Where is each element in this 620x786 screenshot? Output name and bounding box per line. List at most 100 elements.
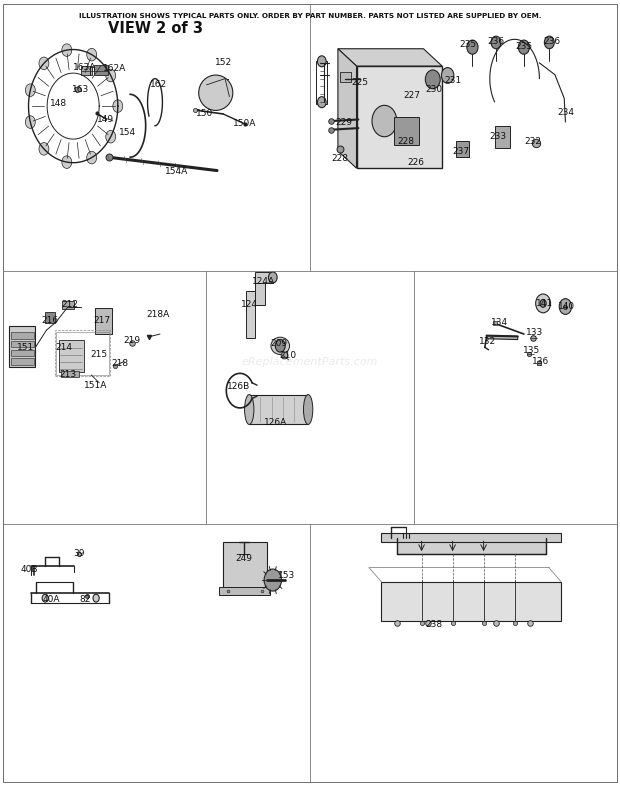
Text: 218A: 218A (146, 310, 170, 319)
Text: 236: 236 (487, 37, 505, 46)
Bar (62, 301, 74, 309)
Circle shape (87, 49, 97, 61)
Ellipse shape (271, 337, 290, 354)
Ellipse shape (198, 75, 233, 110)
Text: 235: 235 (515, 42, 533, 51)
Circle shape (25, 116, 35, 128)
Text: 237: 237 (452, 147, 469, 156)
Circle shape (93, 594, 99, 602)
Text: 210: 210 (280, 351, 297, 360)
Circle shape (467, 40, 478, 54)
Circle shape (264, 569, 281, 591)
Text: 152: 152 (215, 57, 232, 67)
Polygon shape (74, 86, 82, 93)
Circle shape (425, 70, 440, 89)
Circle shape (62, 44, 72, 57)
Circle shape (540, 299, 546, 307)
Text: VIEW 2 of 3: VIEW 2 of 3 (107, 21, 203, 36)
Bar (394, 117, 418, 145)
Circle shape (25, 84, 35, 97)
Bar (45, 312, 55, 323)
Ellipse shape (244, 395, 254, 424)
Text: 162: 162 (149, 80, 167, 90)
Text: 213: 213 (60, 369, 77, 379)
Text: 249: 249 (235, 554, 252, 564)
Bar (219, 587, 270, 595)
Circle shape (491, 36, 501, 49)
Text: 141: 141 (536, 299, 553, 308)
Text: 150A: 150A (233, 119, 257, 128)
Text: 124A: 124A (252, 277, 275, 286)
Circle shape (62, 156, 72, 168)
Bar (246, 291, 255, 338)
Text: 227: 227 (404, 91, 421, 101)
Text: 154A: 154A (165, 167, 188, 176)
Text: 148: 148 (50, 99, 68, 108)
Polygon shape (338, 49, 356, 168)
Circle shape (518, 40, 529, 54)
Text: 40B: 40B (21, 565, 38, 575)
Bar (249, 395, 308, 424)
Bar (95, 308, 112, 334)
Text: 153: 153 (278, 571, 296, 580)
Text: 230: 230 (425, 85, 443, 94)
Text: 216: 216 (41, 316, 58, 325)
Text: 154: 154 (118, 128, 136, 138)
Circle shape (106, 69, 116, 82)
Text: 82: 82 (80, 595, 91, 604)
Text: ILLUSTRATION SHOWS TYPICAL PARTS ONLY. ORDER BY PART NUMBER. PARTS NOT LISTED AR: ILLUSTRATION SHOWS TYPICAL PARTS ONLY. O… (79, 13, 541, 19)
Bar (94, 65, 108, 75)
Text: 134: 134 (490, 318, 508, 327)
Circle shape (544, 36, 554, 49)
Text: 163: 163 (72, 85, 89, 94)
Circle shape (87, 151, 97, 163)
Bar (255, 283, 265, 305)
Text: 212: 212 (61, 299, 78, 309)
Bar (11, 358, 34, 365)
Bar (356, 66, 442, 168)
Bar (255, 272, 273, 283)
Text: 234: 234 (557, 108, 575, 117)
Text: 226: 226 (407, 158, 424, 167)
Text: 217: 217 (94, 316, 111, 325)
Bar (9, 326, 35, 367)
Text: eReplacementParts.com: eReplacementParts.com (242, 357, 378, 366)
Text: 225: 225 (351, 78, 368, 87)
Bar (340, 72, 351, 82)
Text: 150: 150 (196, 109, 213, 119)
Bar (397, 538, 546, 554)
Circle shape (372, 105, 397, 137)
Text: 232: 232 (525, 137, 542, 146)
Text: 219: 219 (123, 336, 141, 345)
Text: 40A: 40A (42, 595, 60, 604)
Text: 151A: 151A (84, 380, 108, 390)
Ellipse shape (304, 395, 312, 424)
Circle shape (268, 272, 277, 283)
Circle shape (39, 142, 49, 155)
Bar (81, 66, 92, 75)
Bar (495, 126, 510, 148)
Bar (56, 332, 108, 375)
Text: 218: 218 (111, 359, 128, 369)
Circle shape (536, 294, 551, 313)
Circle shape (106, 130, 116, 143)
Text: 214: 214 (55, 343, 73, 352)
Circle shape (317, 97, 326, 108)
Text: 228: 228 (397, 137, 415, 146)
Circle shape (39, 57, 49, 70)
Text: 149: 149 (97, 115, 114, 124)
Polygon shape (487, 336, 518, 340)
Bar (59, 340, 84, 372)
Circle shape (113, 100, 123, 112)
Text: 39: 39 (73, 549, 84, 558)
Text: 233: 233 (489, 132, 507, 141)
Bar (55, 330, 110, 376)
Circle shape (559, 299, 572, 314)
Text: 236: 236 (543, 37, 560, 46)
Text: 163A: 163A (73, 63, 97, 72)
Bar (11, 350, 34, 356)
Text: 231: 231 (444, 75, 461, 85)
Text: 228: 228 (331, 154, 348, 163)
Text: 133: 133 (526, 328, 543, 337)
Bar (456, 141, 469, 157)
